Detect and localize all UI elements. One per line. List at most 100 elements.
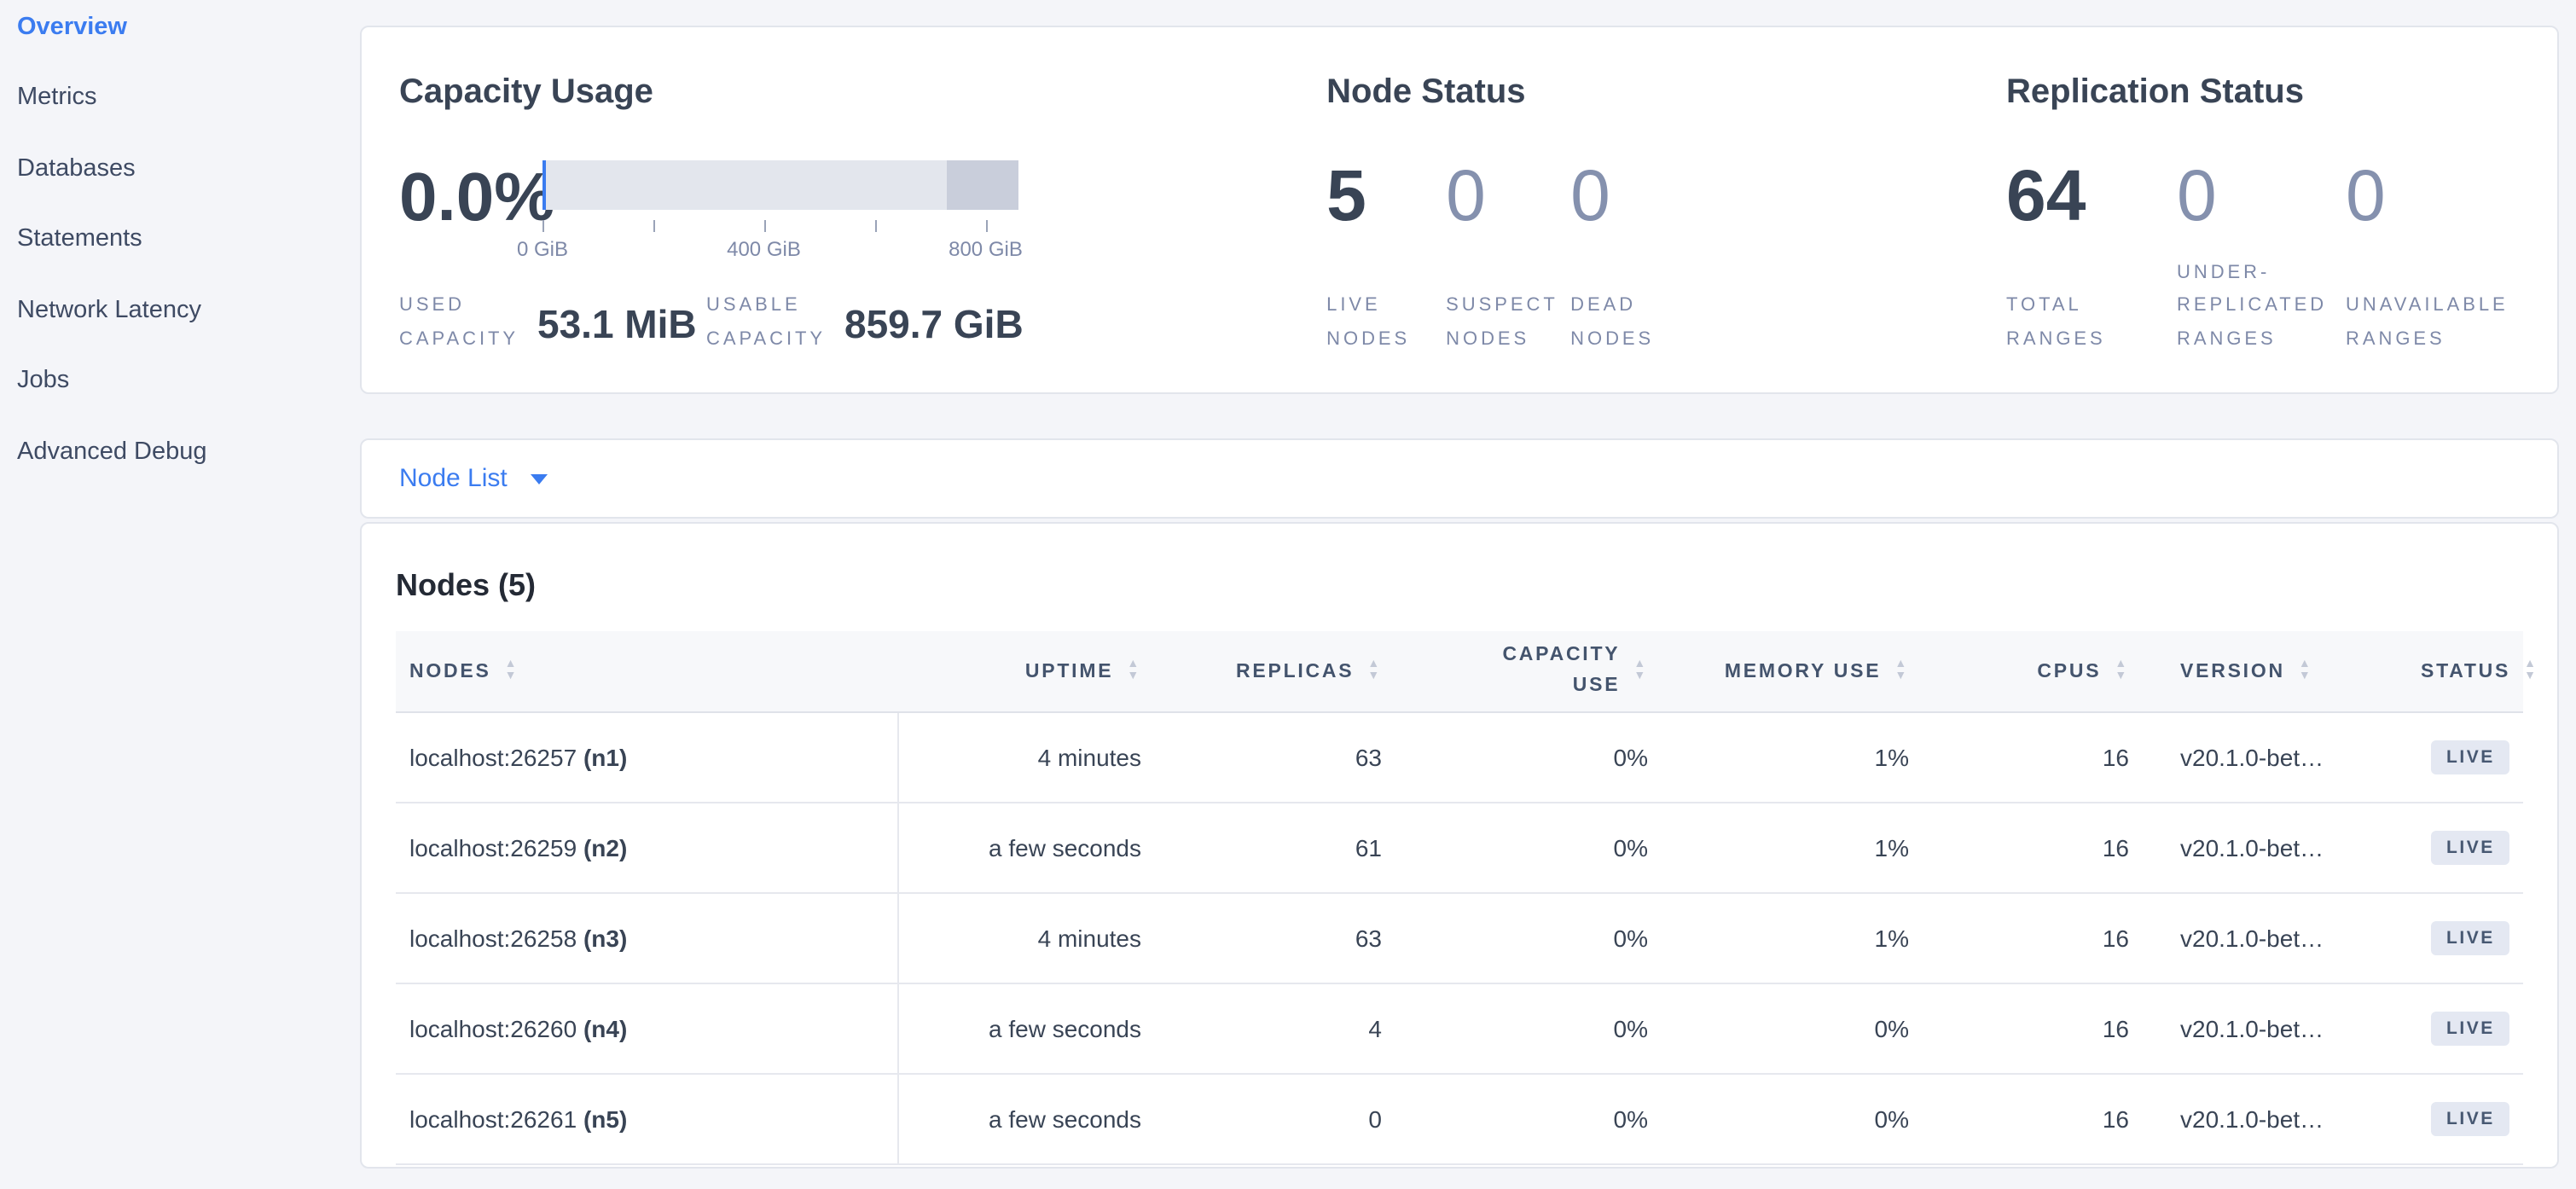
- sort-down-icon: ▼: [2298, 670, 2313, 682]
- node-address-link[interactable]: localhost:26260 (n4): [409, 1015, 628, 1042]
- stat-value: 0: [1570, 155, 1610, 235]
- node-address-link[interactable]: localhost:26259 (n2): [409, 834, 628, 861]
- node-status-stats: 5 LIVE NODES 0 SUSPECT NODES 0 DEAD NODES: [1326, 160, 2006, 358]
- node-address-link[interactable]: localhost:26258 (n3): [409, 925, 628, 952]
- stat-live-nodes: 5 LIVE NODES: [1326, 160, 1446, 358]
- status-badge: LIVE: [2431, 920, 2510, 956]
- column-header-capacity-use[interactable]: CAPACITY USE ▲ ▼: [1395, 631, 1662, 713]
- node-list-dropdown[interactable]: Node List: [399, 464, 548, 493]
- axis-tick: [653, 220, 655, 232]
- cell-replicas: 63: [1155, 893, 1395, 984]
- sidebar-item-label: Databases: [17, 154, 136, 183]
- column-header-replicas[interactable]: REPLICAS ▲ ▼: [1155, 631, 1395, 713]
- stat-value: 0: [2177, 155, 2217, 235]
- axis-tick: [542, 220, 544, 232]
- stat-suspect-nodes: 0 SUSPECT NODES: [1446, 160, 1570, 358]
- sort-icon[interactable]: ▲ ▼: [1127, 659, 1141, 682]
- sort-icon[interactable]: ▲ ▼: [1894, 659, 1909, 682]
- column-header-cpus[interactable]: CPUS ▲ ▼: [1923, 631, 2143, 713]
- node-id: (n4): [583, 1015, 628, 1042]
- cell-memory-use: 1%: [1662, 803, 1923, 894]
- sidebar-item-label: Network Latency: [17, 296, 201, 324]
- sidebar-item-overview[interactable]: Overview: [17, 0, 353, 62]
- sort-down-icon: ▼: [2115, 670, 2129, 682]
- stat-label: LIVE NODES: [1326, 295, 1411, 351]
- sort-icon[interactable]: ▲ ▼: [1367, 659, 1382, 682]
- stat-label: TOTAL RANGES: [2006, 295, 2106, 351]
- used-capacity-value: 53.1 MiB: [537, 301, 697, 346]
- sort-up-icon: ▲: [2298, 658, 2313, 671]
- cell-status: LIVE: [2407, 803, 2523, 894]
- axis-tick-label: 400 GiB: [727, 237, 801, 261]
- sort-icon[interactable]: ▲ ▼: [2115, 658, 2129, 682]
- sidebar-item-databases[interactable]: Databases: [17, 133, 353, 204]
- sort-up-icon: ▲: [504, 658, 519, 671]
- usable-capacity-stat: USABLE CAPACITY 859.7 GiB: [706, 291, 1024, 358]
- node-address-link[interactable]: localhost:26257 (n1): [409, 744, 628, 771]
- sort-icon[interactable]: ▲ ▼: [1633, 659, 1648, 682]
- cell-node-address: localhost:26257 (n1): [396, 712, 898, 803]
- cell-node-address: localhost:26261 (n5): [396, 1074, 898, 1165]
- column-header-inner: VERSION ▲ ▼: [2180, 658, 2393, 682]
- usable-capacity-label: USABLE CAPACITY: [706, 295, 827, 351]
- column-header-label: NODES: [409, 661, 491, 682]
- column-header-nodes[interactable]: NODES ▲ ▼: [396, 631, 897, 713]
- column-header-inner: CPUS ▲ ▼: [1936, 658, 2129, 682]
- cell-capacity-use: 0%: [1395, 893, 1662, 984]
- sidebar-item-jobs[interactable]: Jobs: [17, 345, 353, 416]
- column-header-memory-use[interactable]: MEMORY USE ▲ ▼: [1662, 631, 1923, 713]
- nodes-table: NODES ▲ ▼ UPTIME ▲ ▼ REPLICAS ▲ ▼ CAPACITY USE ▲ ▼ M…: [396, 631, 2536, 1165]
- cell-node-address: localhost:26260 (n4): [396, 983, 898, 1075]
- stat-dead-nodes: 0 DEAD NODES: [1570, 160, 1690, 358]
- column-header-inner: UPTIME ▲ ▼: [911, 659, 1141, 682]
- sort-up-icon: ▲: [2115, 658, 2129, 671]
- node-id: (n1): [583, 744, 628, 771]
- sidebar-item-label: Statements: [17, 225, 142, 253]
- sidebar-item-network-latency[interactable]: Network Latency: [17, 275, 353, 345]
- capacity-usage-title: Capacity Usage: [399, 73, 653, 111]
- stat-value: 0: [2346, 155, 2386, 235]
- cell-uptime: a few seconds: [897, 1074, 1155, 1165]
- stat-label: DEAD NODES: [1570, 295, 1655, 351]
- column-header-status[interactable]: STATUS ▲ ▼: [2407, 631, 2536, 713]
- node-address-link[interactable]: localhost:26261 (n5): [409, 1105, 628, 1133]
- column-header-uptime[interactable]: UPTIME ▲ ▼: [897, 631, 1155, 713]
- cell-uptime: a few seconds: [897, 803, 1155, 894]
- sidebar-item-metrics[interactable]: Metrics: [17, 62, 353, 133]
- stat-label: UNDER-REPLICATED RANGES: [2177, 262, 2328, 351]
- column-header-label: CAPACITY USE: [1502, 645, 1621, 696]
- node-id: (n2): [583, 834, 628, 861]
- column-header-inner: NODES ▲ ▼: [409, 658, 884, 682]
- sort-down-icon: ▼: [1367, 670, 1382, 682]
- node-status-title: Node Status: [1326, 73, 1526, 111]
- stat-under-replicated-ranges: 0 UNDER-REPLICATED RANGES: [2177, 160, 2346, 358]
- sidebar-item-advanced-debug[interactable]: Advanced Debug: [17, 416, 353, 487]
- sort-icon[interactable]: ▲ ▼: [2524, 659, 2538, 682]
- cell-cpus: 16: [1923, 712, 2143, 803]
- sidebar-item-label: Metrics: [17, 84, 97, 112]
- status-badge: LIVE: [2431, 1101, 2510, 1137]
- status-badge: LIVE: [2431, 1011, 2510, 1047]
- capacity-bar-ticks: [542, 218, 1018, 232]
- cell-cpus: 16: [1923, 893, 2143, 984]
- cell-replicas: 61: [1155, 803, 1395, 894]
- cell-status: LIVE: [2407, 1074, 2523, 1165]
- column-header-inner: STATUS ▲ ▼: [2421, 659, 2536, 682]
- sidebar: Overview Metrics Databases Statements Networ…: [0, 0, 353, 1189]
- capacity-bar: [542, 160, 1018, 210]
- replication-status-stats: 64 TOTAL RANGES 0 UNDER-REPLICATED RANGES 0 U…: [2006, 160, 2516, 358]
- stat-label: SUSPECT NODES: [1446, 295, 1558, 351]
- sidebar-item-statements[interactable]: Statements: [17, 204, 353, 275]
- sort-icon[interactable]: ▲ ▼: [2298, 658, 2313, 682]
- cell-replicas: 0: [1155, 1074, 1395, 1165]
- cell-version: v20.1.0-bet…: [2143, 893, 2407, 984]
- sort-icon[interactable]: ▲ ▼: [504, 658, 519, 682]
- nodes-table-title: Nodes (5): [396, 568, 537, 602]
- capacity-bar-reserved-segment: [946, 160, 1018, 210]
- axis-tick-label: 800 GiB: [949, 237, 1023, 261]
- cell-replicas: 63: [1155, 712, 1395, 803]
- chevron-down-icon: [531, 473, 548, 484]
- column-header-version[interactable]: VERSION ▲ ▼: [2143, 631, 2407, 713]
- main-content: Capacity Usage 0.0% 0 GiB 400 GiB 800 GiB: [360, 0, 2559, 1169]
